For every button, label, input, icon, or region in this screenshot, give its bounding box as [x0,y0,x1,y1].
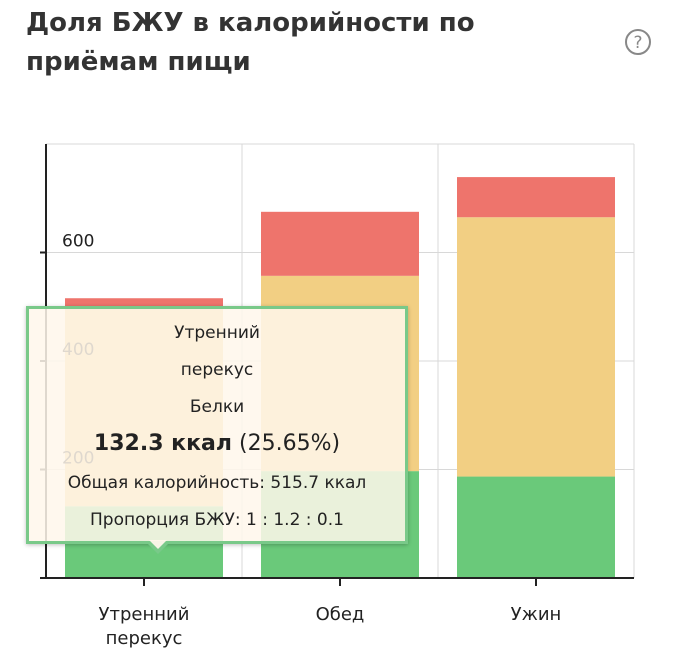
tooltip-ratio: Пропорция БЖУ: 1 : 1.2 : 0.1 [90,510,344,530]
tooltip-value: 132.3 ккал [93,431,232,456]
chart-tooltip: Утренний перекус Белки 132.3 ккал (25.65… [26,306,408,544]
y-tick-label: 600 [62,232,94,252]
svg-text:?: ? [633,33,642,53]
bar-segment[interactable] [457,177,615,218]
x-tick-label: перекус [106,628,183,649]
bar-segment[interactable] [261,211,419,276]
x-tick-label: Ужин [511,604,562,625]
tooltip-category-line1: Утренний [174,323,260,343]
tooltip-arrow-inner [149,540,167,549]
tooltip-percent: (25.65%) [239,431,341,456]
tooltip-category-line2: перекус [180,360,254,380]
x-tick-label: Утренний [99,604,190,625]
x-tick-label: Обед [316,604,365,625]
bar-segment[interactable] [65,298,223,310]
question-circle-icon[interactable]: ? [624,28,652,56]
chart-title: Доля БЖУ в калорийности по приёмам пищи [26,8,475,77]
bar-segment[interactable] [457,476,615,578]
bar-segment[interactable] [457,217,615,477]
tooltip-value-line: 132.3 ккал (25.65%) [29,431,405,456]
tooltip-series-name: Белки [189,397,245,417]
tooltip-total: Общая калорийность: 515.7 ккал [67,473,367,493]
